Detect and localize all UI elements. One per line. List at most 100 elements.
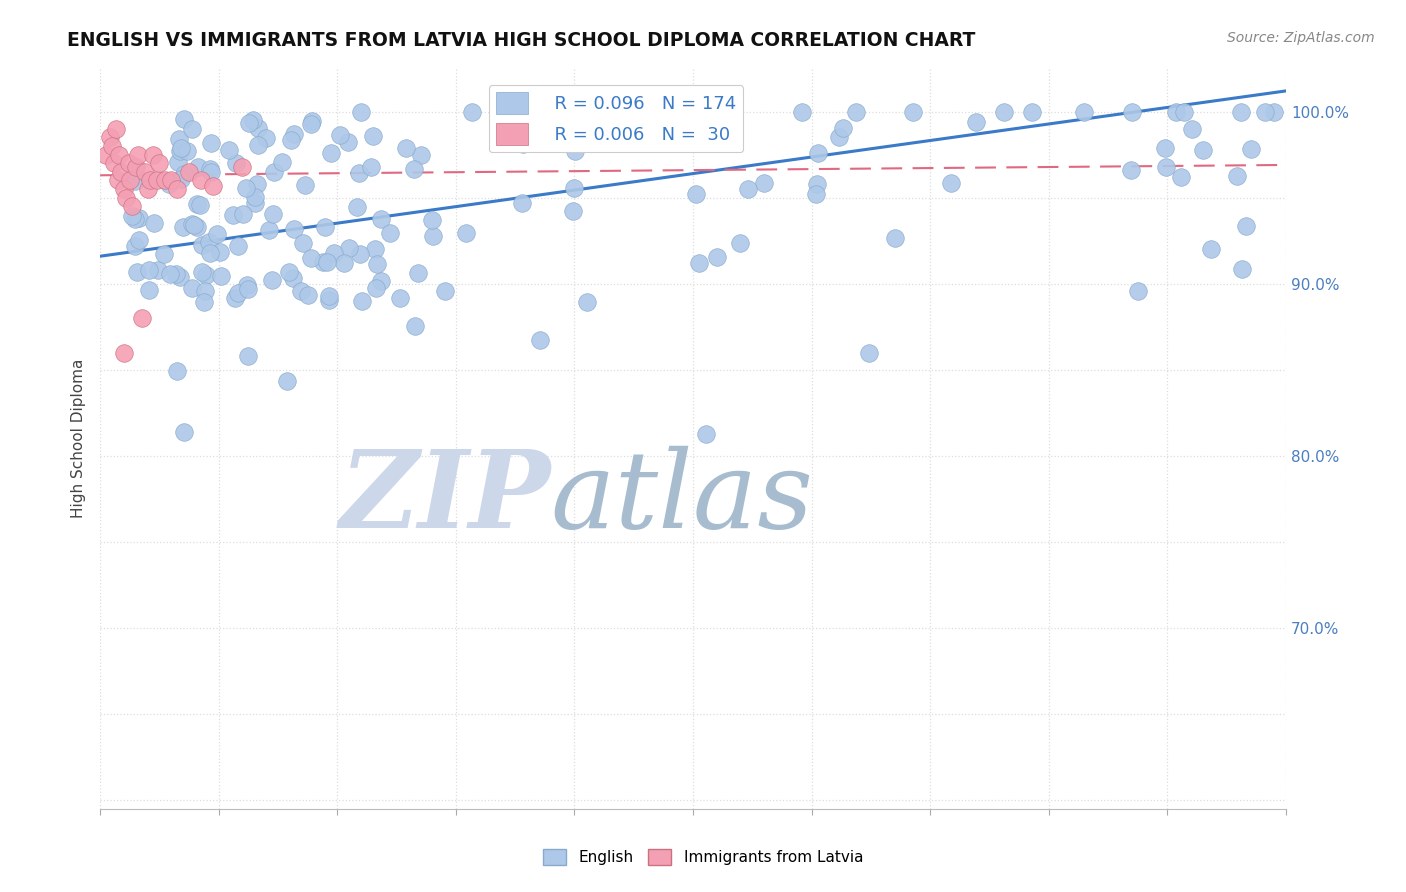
Point bbox=[198, 246, 221, 260]
Point bbox=[1199, 242, 1222, 256]
Point bbox=[901, 104, 924, 119]
Point bbox=[1156, 160, 1178, 174]
Point bbox=[198, 235, 221, 249]
Point bbox=[103, 156, 125, 170]
Point bbox=[283, 222, 305, 236]
Point bbox=[290, 285, 312, 299]
Point bbox=[124, 238, 146, 252]
Point bbox=[138, 283, 160, 297]
Point bbox=[1170, 170, 1192, 185]
Text: Source: ZipAtlas.com: Source: ZipAtlas.com bbox=[1227, 31, 1375, 45]
Point bbox=[107, 173, 129, 187]
Point bbox=[688, 255, 710, 269]
Point bbox=[127, 264, 149, 278]
Point bbox=[125, 169, 148, 184]
Point bbox=[366, 281, 388, 295]
Point bbox=[993, 104, 1015, 119]
Point bbox=[124, 212, 146, 227]
Point bbox=[454, 227, 477, 241]
Text: atlas: atlas bbox=[551, 445, 814, 550]
Point bbox=[187, 161, 209, 175]
Point bbox=[1121, 163, 1143, 178]
Point bbox=[297, 288, 319, 302]
Point bbox=[138, 263, 160, 277]
Point bbox=[224, 291, 246, 305]
Point bbox=[370, 211, 392, 226]
Point bbox=[198, 161, 221, 176]
Point bbox=[112, 182, 135, 196]
Point bbox=[1254, 104, 1277, 119]
Point bbox=[262, 207, 284, 221]
Text: ZIP: ZIP bbox=[339, 445, 551, 551]
Point bbox=[460, 104, 482, 119]
Point bbox=[550, 104, 572, 119]
Point bbox=[194, 284, 217, 298]
Point bbox=[222, 208, 245, 222]
Point bbox=[283, 127, 305, 141]
Point bbox=[828, 130, 851, 145]
Text: ENGLISH VS IMMIGRANTS FROM LATVIA HIGH SCHOOL DIPLOMA CORRELATION CHART: ENGLISH VS IMMIGRANTS FROM LATVIA HIGH S… bbox=[67, 31, 976, 50]
Point bbox=[685, 186, 707, 201]
Point bbox=[117, 156, 139, 170]
Point bbox=[263, 164, 285, 178]
Point bbox=[406, 266, 429, 280]
Point bbox=[166, 182, 188, 196]
Point bbox=[152, 247, 174, 261]
Point bbox=[728, 236, 751, 251]
Point bbox=[170, 171, 193, 186]
Point bbox=[706, 250, 728, 264]
Point bbox=[246, 177, 269, 191]
Point bbox=[183, 219, 205, 233]
Point bbox=[146, 263, 169, 277]
Point bbox=[139, 173, 162, 187]
Point bbox=[529, 333, 551, 347]
Point bbox=[125, 160, 148, 174]
Point bbox=[1021, 104, 1043, 119]
Point bbox=[201, 178, 224, 193]
Point bbox=[350, 293, 373, 308]
Point bbox=[1121, 104, 1143, 119]
Point bbox=[673, 104, 696, 119]
Y-axis label: High School Diploma: High School Diploma bbox=[72, 359, 86, 518]
Point bbox=[510, 195, 533, 210]
Point bbox=[170, 141, 193, 155]
Point bbox=[160, 173, 183, 187]
Point bbox=[346, 200, 368, 214]
Point bbox=[121, 199, 143, 213]
Point bbox=[1226, 169, 1249, 183]
Point bbox=[337, 241, 360, 255]
Point bbox=[349, 246, 371, 260]
Point bbox=[299, 117, 322, 131]
Point bbox=[124, 174, 146, 188]
Point bbox=[270, 155, 292, 169]
Point bbox=[278, 264, 301, 278]
Point bbox=[363, 243, 385, 257]
Point bbox=[225, 156, 247, 170]
Point bbox=[699, 104, 721, 119]
Point bbox=[181, 217, 204, 231]
Point bbox=[402, 161, 425, 176]
Point bbox=[236, 349, 259, 363]
Point bbox=[247, 137, 270, 152]
Point bbox=[232, 207, 254, 221]
Point bbox=[195, 268, 218, 283]
Point bbox=[165, 267, 187, 281]
Point bbox=[108, 147, 131, 161]
Point bbox=[347, 166, 370, 180]
Point bbox=[966, 114, 988, 128]
Point bbox=[209, 269, 232, 284]
Point bbox=[200, 165, 222, 179]
Point bbox=[245, 190, 267, 204]
Point bbox=[226, 238, 249, 252]
Point bbox=[127, 147, 149, 161]
Point bbox=[173, 167, 195, 181]
Point bbox=[564, 145, 586, 159]
Point bbox=[370, 274, 392, 288]
Point bbox=[190, 173, 212, 187]
Point bbox=[411, 147, 433, 161]
Point bbox=[564, 181, 586, 195]
Point bbox=[148, 156, 170, 170]
Point bbox=[318, 293, 340, 307]
Point bbox=[101, 139, 124, 153]
Point bbox=[1240, 142, 1263, 156]
